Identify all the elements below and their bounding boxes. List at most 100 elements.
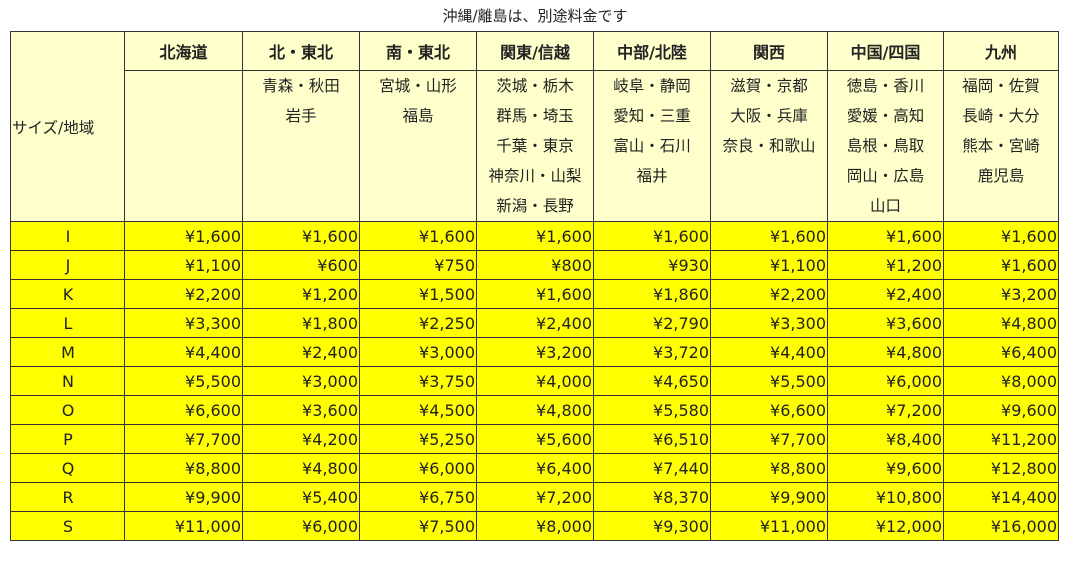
- price-cell: ¥3,600: [242, 395, 360, 425]
- price-cell: ¥2,790: [593, 308, 711, 338]
- region-prefectures: 青森・秋田 岩手: [242, 70, 360, 222]
- region-header: 関東/信越: [476, 31, 594, 71]
- region-header: 南・東北: [359, 31, 477, 71]
- size-cell: S: [10, 511, 125, 541]
- price-cell: ¥4,800: [476, 395, 594, 425]
- price-cell: ¥5,400: [242, 482, 360, 512]
- price-cell: ¥2,250: [359, 308, 477, 338]
- price-cell: ¥2,200: [124, 279, 243, 309]
- price-cell: ¥1,600: [827, 221, 944, 251]
- price-cell: ¥11,000: [124, 511, 243, 541]
- price-cell: ¥600: [242, 250, 360, 280]
- region-prefectures: 茨城・栃木 群馬・埼玉 千葉・東京 神奈川・山梨 新潟・長野: [476, 70, 594, 222]
- table-row: J ¥1,100 ¥600 ¥750 ¥800 ¥930 ¥1,100 ¥1,200 ¥1,60…: [10, 250, 1059, 280]
- price-cell: ¥6,750: [359, 482, 477, 512]
- price-cell: ¥2,200: [710, 279, 828, 309]
- price-cell: ¥1,200: [242, 279, 360, 309]
- price-cell: ¥6,000: [242, 511, 360, 541]
- table-row: M ¥4,400 ¥2,400 ¥3,000 ¥3,200 ¥3,720 ¥4,400 ¥4,…: [10, 337, 1059, 367]
- price-cell: ¥4,800: [242, 453, 360, 483]
- price-cell: ¥3,000: [242, 366, 360, 396]
- price-cell: ¥3,750: [359, 366, 477, 396]
- okinawa-note: 沖縄/離島は、別途料金です: [442, 7, 628, 25]
- price-cell: ¥750: [359, 250, 477, 280]
- size-cell: M: [10, 337, 125, 367]
- price-cell: ¥12,000: [827, 511, 944, 541]
- price-cell: ¥1,600: [476, 279, 594, 309]
- price-cell: ¥5,500: [124, 366, 243, 396]
- price-cell: ¥1,800: [242, 308, 360, 338]
- price-cell: ¥1,600: [710, 221, 828, 251]
- table-row: P ¥7,700 ¥4,200 ¥5,250 ¥5,600 ¥6,510 ¥7,700 ¥8,…: [10, 424, 1059, 454]
- price-cell: ¥5,500: [710, 366, 828, 396]
- price-cell: ¥4,650: [593, 366, 711, 396]
- price-cell: ¥2,400: [242, 337, 360, 367]
- price-cell: ¥7,500: [359, 511, 477, 541]
- price-cell: ¥12,800: [943, 453, 1059, 483]
- size-cell: N: [10, 366, 125, 396]
- price-cell: ¥7,200: [827, 395, 944, 425]
- region-header: 中部/北陸: [593, 31, 711, 71]
- price-cell: ¥3,300: [710, 308, 828, 338]
- price-cell: ¥6,400: [943, 337, 1059, 367]
- table-row: Q ¥8,800 ¥4,800 ¥6,000 ¥6,400 ¥7,440 ¥8,800 ¥9,…: [10, 453, 1059, 483]
- table-row: L ¥3,300 ¥1,800 ¥2,250 ¥2,400 ¥2,790 ¥3,300 ¥3,…: [10, 308, 1059, 338]
- price-cell: ¥7,440: [593, 453, 711, 483]
- price-cell: ¥9,600: [827, 453, 944, 483]
- region-header: 九州: [943, 31, 1059, 71]
- size-cell: K: [10, 279, 125, 309]
- price-cell: ¥1,600: [242, 221, 360, 251]
- region-header: 関西: [710, 31, 828, 71]
- price-cell: ¥1,100: [124, 250, 243, 280]
- price-cell: ¥8,000: [476, 511, 594, 541]
- size-cell: R: [10, 482, 125, 512]
- price-cell: ¥1,600: [593, 221, 711, 251]
- price-cell: ¥4,800: [827, 337, 944, 367]
- price-cell: ¥14,400: [943, 482, 1059, 512]
- region-prefectures: 徳島・香川 愛媛・高知 島根・鳥取 岡山・広島 山口: [827, 70, 944, 222]
- size-cell: Q: [10, 453, 125, 483]
- price-cell: ¥6,510: [593, 424, 711, 454]
- price-cell: ¥7,700: [710, 424, 828, 454]
- price-cell: ¥8,800: [710, 453, 828, 483]
- price-cell: ¥4,400: [124, 337, 243, 367]
- price-cell: ¥3,600: [827, 308, 944, 338]
- price-cell: ¥4,400: [710, 337, 828, 367]
- price-cell: ¥1,500: [359, 279, 477, 309]
- price-cell: ¥9,300: [593, 511, 711, 541]
- price-cell: ¥3,200: [476, 337, 594, 367]
- price-cell: ¥6,600: [124, 395, 243, 425]
- price-cell: ¥4,500: [359, 395, 477, 425]
- shipping-rate-table: サイズ/地域 北海道 北・東北 南・東北 関東/信越 中部/北陸 関西 中国/四国 九州 青森・秋…: [10, 31, 1059, 541]
- price-cell: ¥7,200: [476, 482, 594, 512]
- price-cell: ¥4,800: [943, 308, 1059, 338]
- price-cell: ¥1,600: [359, 221, 477, 251]
- price-cell: ¥800: [476, 250, 594, 280]
- price-cell: ¥1,200: [827, 250, 944, 280]
- price-cell: ¥10,800: [827, 482, 944, 512]
- region-header: 中国/四国: [827, 31, 944, 71]
- price-cell: ¥7,700: [124, 424, 243, 454]
- table-row: K ¥2,200 ¥1,200 ¥1,500 ¥1,600 ¥1,860 ¥2,200 ¥2,…: [10, 279, 1059, 309]
- price-cell: ¥9,600: [943, 395, 1059, 425]
- region-header: 北海道: [124, 31, 243, 71]
- price-cell: ¥3,720: [593, 337, 711, 367]
- region-prefectures: 福岡・佐賀 長崎・大分 熊本・宮崎 鹿児島: [943, 70, 1059, 222]
- price-cell: ¥5,250: [359, 424, 477, 454]
- table-row: I ¥1,600 ¥1,600 ¥1,600 ¥1,600 ¥1,600 ¥1,600 ¥1,…: [10, 221, 1059, 251]
- price-cell: ¥5,600: [476, 424, 594, 454]
- price-cell: ¥3,300: [124, 308, 243, 338]
- price-cell: ¥1,600: [943, 221, 1059, 251]
- table-row: O ¥6,600 ¥3,600 ¥4,500 ¥4,800 ¥5,580 ¥6,600 ¥7,…: [10, 395, 1059, 425]
- price-cell: ¥8,370: [593, 482, 711, 512]
- price-cell: ¥1,860: [593, 279, 711, 309]
- price-cell: ¥1,600: [943, 250, 1059, 280]
- price-cell: ¥1,600: [476, 221, 594, 251]
- price-cell: ¥1,600: [124, 221, 243, 251]
- region-prefectures: 宮城・山形 福島: [359, 70, 477, 222]
- price-cell: ¥9,900: [710, 482, 828, 512]
- region-header: 北・東北: [242, 31, 360, 71]
- region-prefectures: [124, 70, 243, 222]
- price-cell: ¥6,000: [827, 366, 944, 396]
- price-cell: ¥2,400: [827, 279, 944, 309]
